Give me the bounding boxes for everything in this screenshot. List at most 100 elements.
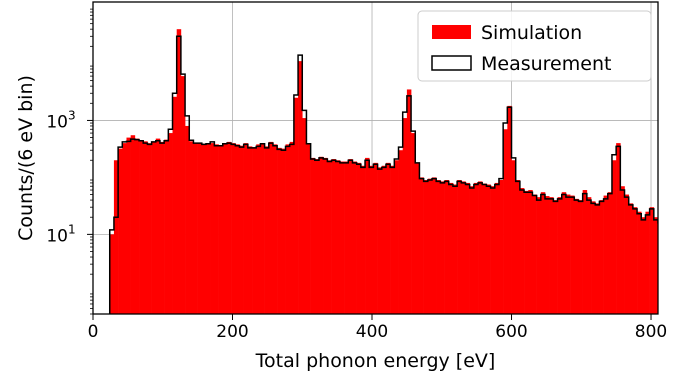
simulation-bar xyxy=(143,141,148,314)
simulation-bar xyxy=(436,180,441,314)
simulation-bar xyxy=(122,143,127,314)
y-tick-label: 103 xyxy=(46,108,75,132)
x-tick-label: 0 xyxy=(88,322,99,342)
simulation-bar xyxy=(461,181,466,314)
simulation-bar xyxy=(465,182,470,314)
simulation-bar xyxy=(498,180,504,314)
simulation-bar xyxy=(264,146,270,314)
simulation-bar xyxy=(469,186,475,314)
simulation-bar xyxy=(130,135,136,314)
x-axis-label: Total phonon energy [eV] xyxy=(255,350,496,372)
simulation-bar xyxy=(272,144,278,314)
simulation-bar xyxy=(377,167,383,314)
simulation-bar xyxy=(277,147,282,314)
simulation-bar xyxy=(331,159,337,314)
simulation-bar xyxy=(243,143,249,314)
simulation-bar xyxy=(126,137,131,314)
simulation-bar xyxy=(210,143,215,314)
simulation-bar xyxy=(620,186,625,314)
simulation-bar xyxy=(561,192,567,314)
simulation-bar xyxy=(524,190,529,314)
simulation-bar xyxy=(653,217,658,314)
simulation-bar xyxy=(298,61,303,314)
simulation-bar xyxy=(247,146,253,314)
simulation-bar xyxy=(616,143,621,314)
simulation-bar xyxy=(473,182,479,314)
simulation-bar xyxy=(168,133,173,314)
legend-measurement-label: Measurement xyxy=(481,53,611,75)
measurement-step-line xyxy=(108,35,658,314)
simulation-bar xyxy=(118,148,123,314)
simulation-bar xyxy=(356,162,362,314)
simulation-bar xyxy=(151,141,157,314)
simulation-bar xyxy=(591,201,596,314)
simulation-bar xyxy=(574,198,579,314)
simulation-bar xyxy=(373,162,378,314)
simulation-bar xyxy=(549,197,554,314)
simulation-bar xyxy=(478,181,483,314)
simulation-bar xyxy=(536,197,542,314)
simulation-bar xyxy=(411,133,416,314)
simulation-bar xyxy=(565,194,571,314)
simulation-bar xyxy=(540,192,546,314)
simulation-bar xyxy=(599,200,604,314)
simulation-bar xyxy=(339,161,345,314)
simulation-bar xyxy=(649,207,655,314)
simulation-bar xyxy=(314,159,320,314)
simulation-bar xyxy=(624,194,630,314)
simulation-bar xyxy=(206,143,211,314)
legend-simulation-swatch xyxy=(432,25,471,39)
simulation-bar xyxy=(528,190,533,314)
simulation-bar xyxy=(427,178,433,314)
simulation-bar xyxy=(628,203,634,314)
simulation-bar xyxy=(515,180,521,314)
simulation-bar xyxy=(444,180,450,314)
x-axis-ticks: 0 200 400 600 800 xyxy=(88,314,667,342)
simulation-bar xyxy=(113,160,119,314)
simulation-bar xyxy=(448,182,454,314)
simulation-bar xyxy=(306,143,311,314)
simulation-bar xyxy=(319,156,324,314)
simulation-bar xyxy=(645,211,650,314)
simulation-bar xyxy=(586,197,592,314)
simulation-bar xyxy=(139,140,144,314)
simulation-bar xyxy=(406,89,412,314)
simulation-bar xyxy=(260,143,265,314)
simulation-bar xyxy=(632,207,638,314)
simulation-bar xyxy=(432,177,437,314)
simulation-bar xyxy=(419,177,424,314)
legend-measurement-swatch xyxy=(431,55,472,71)
simulation-bar xyxy=(214,144,219,314)
simulation-bar xyxy=(365,157,370,314)
simulation-bar xyxy=(226,141,232,314)
simulation-bar xyxy=(134,138,140,314)
simulation-bar xyxy=(235,144,240,314)
simulation-bar xyxy=(511,160,517,314)
simulation-bar xyxy=(189,141,194,314)
simulation-bar xyxy=(607,192,613,314)
simulation-bar xyxy=(256,144,261,314)
simulation-bar xyxy=(302,118,307,314)
simulation-bar xyxy=(164,139,169,314)
simulation-bar xyxy=(239,145,244,314)
simulation-bar xyxy=(176,29,182,314)
simulation-bar xyxy=(415,162,420,314)
simulation-bar xyxy=(172,96,178,314)
simulation-bar xyxy=(268,141,274,314)
y-axis-ticks: 101 103 xyxy=(46,8,93,315)
simulation-bar xyxy=(507,105,512,314)
simulation-bar xyxy=(335,160,341,314)
simulation-bar xyxy=(553,200,558,314)
legend-frame xyxy=(417,10,652,82)
simulation-bar xyxy=(611,160,617,314)
simulation-bar xyxy=(155,138,161,314)
simulation-bar xyxy=(402,118,408,314)
simulation-bar xyxy=(344,161,349,314)
simulation-bar xyxy=(440,181,445,314)
simulation-bars xyxy=(109,29,658,314)
simulation-bar xyxy=(482,183,487,314)
simulation-bar xyxy=(452,184,458,314)
simulation-bar xyxy=(595,203,600,314)
legend: Simulation Measurement xyxy=(417,10,652,82)
simulation-bar xyxy=(285,144,291,314)
